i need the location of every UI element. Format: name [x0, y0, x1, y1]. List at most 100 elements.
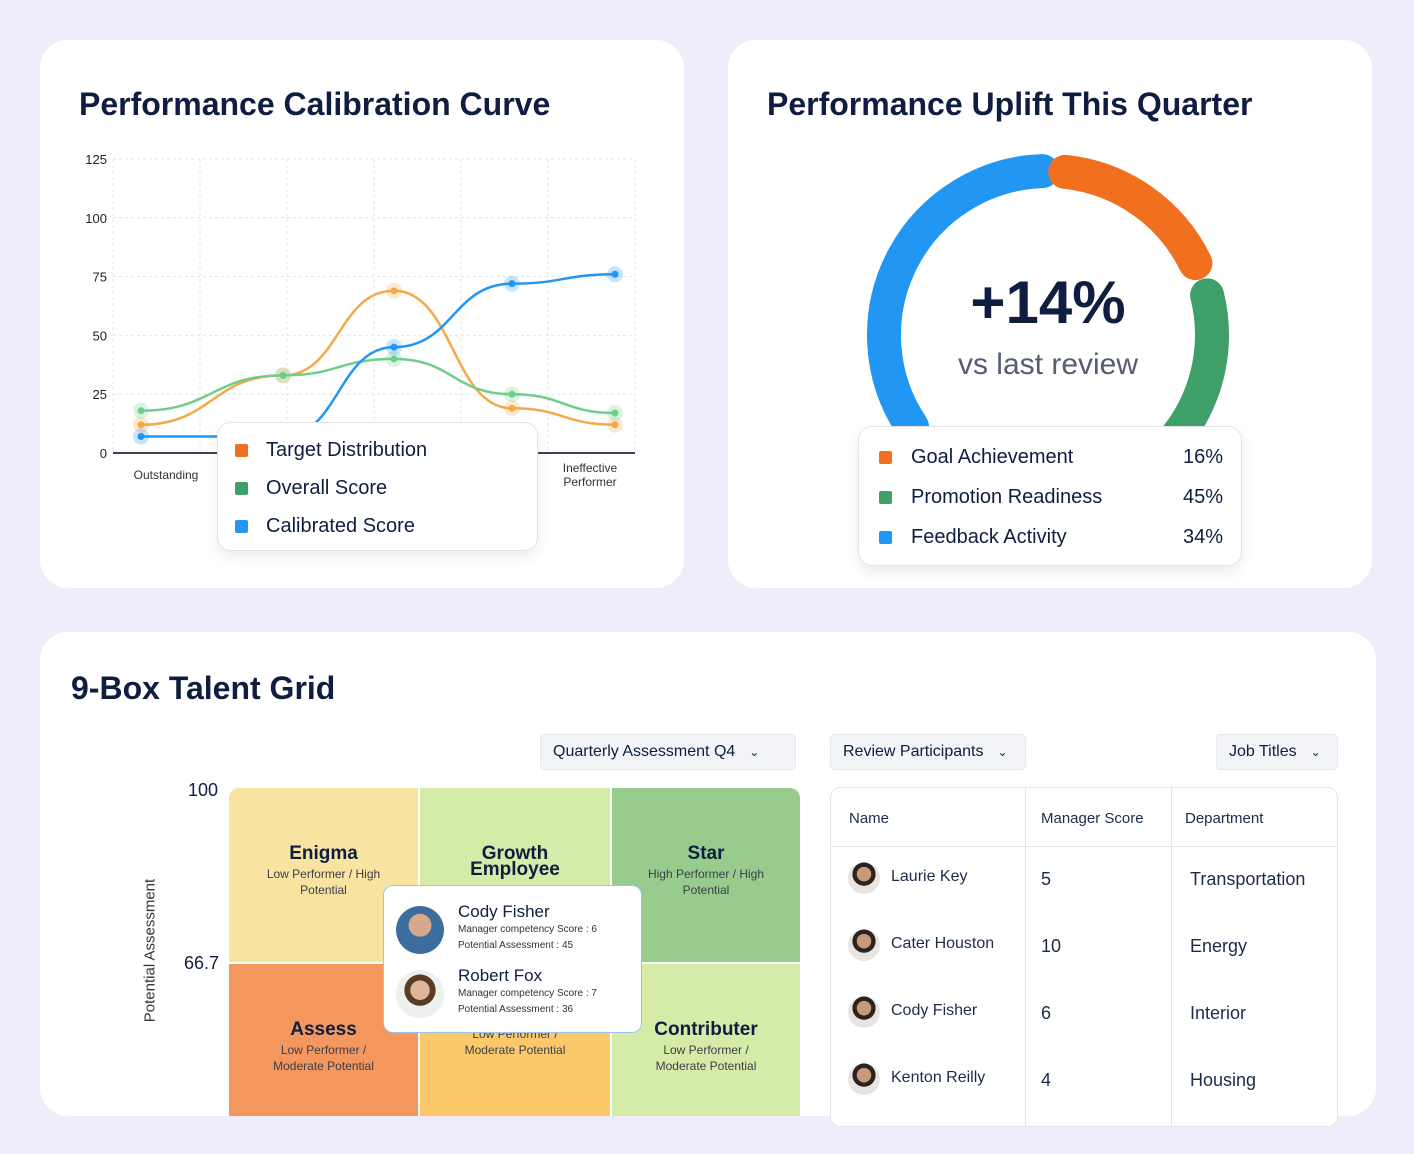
cell-title: Enigma	[289, 843, 358, 864]
series-line	[140, 289, 616, 427]
avatar	[848, 862, 880, 894]
data-point[interactable]	[508, 390, 516, 398]
data-point[interactable]	[611, 421, 619, 429]
data-point[interactable]	[137, 433, 145, 441]
avatar	[848, 996, 880, 1028]
legend-swatch-calibrated	[235, 520, 248, 533]
department: Transportation	[1190, 869, 1306, 889]
dropdown-label: Review Participants	[843, 743, 984, 760]
series-line	[140, 357, 616, 415]
y-tick-label: 50	[93, 328, 107, 343]
avatar	[848, 929, 880, 961]
uplift-legend: Goal Achievement 16% Promotion Readiness…	[858, 426, 1242, 566]
tooltip-name: Robert Fox	[458, 966, 543, 985]
manager-score: 4	[1041, 1070, 1052, 1090]
divider	[831, 846, 1337, 847]
data-point[interactable]	[279, 371, 287, 379]
y-tick-label: 25	[93, 387, 107, 402]
legend-value: 45%	[1182, 486, 1223, 508]
legend-swatch-promotion	[879, 491, 892, 504]
uplift-title: Performance Uplift This Quarter	[767, 86, 1253, 122]
tooltip-potential: Potential Assessment : 45	[458, 940, 574, 951]
employee-tooltip: Cody Fisher Manager competency Score : 6…	[383, 885, 642, 1033]
uplift-subtitle: vs last review	[957, 348, 1139, 381]
uplift-value: +14%	[970, 269, 1126, 336]
cell-desc: Low Performer / High Potential	[266, 867, 381, 897]
tooltip-score: Manager competency Score : 7	[458, 988, 597, 999]
calibration-chart: 0 25 50 75 100 125 Outstanding IneffectivePerfo…	[85, 152, 636, 489]
department: Housing	[1190, 1070, 1257, 1090]
column-header[interactable]: Department	[1185, 810, 1264, 827]
divider	[1171, 788, 1172, 1126]
tooltip-name: Cody Fisher	[458, 902, 550, 921]
legend-swatch-goal	[879, 451, 892, 464]
y-tick-label: 125	[85, 152, 107, 167]
participants-dropdown[interactable]: Review Participants ⌄	[830, 734, 1026, 770]
dropdown-label: Quarterly Assessment Q4	[553, 743, 736, 760]
department: Interior	[1190, 1003, 1247, 1023]
chevron-down-icon: ⌄	[997, 745, 1008, 759]
legend-label: Target Distribution	[266, 439, 428, 461]
tooltip-score: Manager competency Score : 6	[458, 924, 597, 935]
legend-value: 34%	[1182, 526, 1223, 548]
legend-swatch-overall	[235, 482, 248, 495]
chevron-down-icon: ⌄	[749, 745, 760, 759]
tooltip-potential: Potential Assessment : 36	[458, 1004, 574, 1015]
data-point[interactable]	[508, 280, 516, 288]
calibration-title: Performance Calibration Curve	[79, 86, 551, 122]
x-tick-label: Outstanding	[134, 468, 199, 482]
department: Energy	[1190, 936, 1248, 956]
column-header[interactable]: Manager Score	[1041, 810, 1144, 827]
legend-label: Feedback Activity	[911, 526, 1067, 548]
x-tick-label: Ineffective	[563, 461, 618, 475]
legend-label: Goal Achievement	[911, 446, 1074, 468]
dropdown-label: Job Titles	[1229, 743, 1297, 760]
data-point[interactable]	[137, 407, 145, 415]
cell-title: Assess	[290, 1019, 357, 1040]
legend-label: Promotion Readiness	[911, 486, 1103, 508]
data-point[interactable]	[390, 343, 398, 351]
y-tick: 100	[188, 780, 219, 800]
manager-score: 10	[1041, 936, 1062, 956]
divider	[1025, 788, 1026, 1126]
data-point[interactable]	[137, 421, 145, 429]
legend-label: Overall Score	[266, 477, 388, 499]
participant-name: Kenton Reilly	[891, 1069, 986, 1086]
participants-table: Name Manager Score Department Laurie Key…	[830, 787, 1338, 1127]
data-point[interactable]	[508, 404, 516, 412]
talent-grid-title: 9-Box Talent Grid	[71, 670, 336, 706]
legend-swatch-target	[235, 444, 248, 457]
participant-name: Cody Fisher	[891, 1002, 978, 1019]
cell-title: Contributer	[654, 1019, 758, 1040]
chart-legend: Target Distribution Overall Score Calibr…	[217, 422, 538, 551]
y-axis-label: Potential Assessment	[141, 878, 159, 1023]
manager-score: 6	[1041, 1003, 1052, 1023]
x-tick-label: Performer	[563, 475, 616, 489]
grid-cell[interactable]: Star High Performer / High Potential	[612, 788, 800, 962]
manager-score: 5	[1041, 869, 1052, 889]
job-titles-dropdown[interactable]: Job Titles ⌄	[1216, 734, 1338, 770]
participant-name: Cater Houston	[891, 935, 995, 952]
donut-segment-feedback[interactable]	[867, 154, 1060, 444]
cell-desc: Low Performer / Moderate Potential	[655, 1043, 757, 1073]
legend-label: Calibrated Score	[266, 515, 415, 537]
legend-value: 16%	[1182, 446, 1223, 468]
y-tick-label: 100	[85, 211, 107, 226]
cell-title: Star	[687, 843, 725, 864]
chevron-down-icon: ⌄	[1310, 745, 1321, 759]
data-point[interactable]	[611, 409, 619, 417]
column-header[interactable]: Name	[849, 810, 890, 827]
y-tick: 66.7	[184, 953, 220, 973]
avatar	[396, 970, 444, 1018]
avatar	[396, 906, 444, 954]
y-tick-label: 75	[93, 270, 107, 285]
avatar	[848, 1063, 880, 1095]
data-point[interactable]	[611, 270, 619, 278]
donut-segment-goal[interactable]	[1048, 154, 1213, 281]
data-point[interactable]	[390, 355, 398, 363]
cell-desc: Low Performer / Moderate Potential	[273, 1043, 374, 1073]
grid-cell[interactable]: Contributer Low Performer / Moderate Pote…	[612, 964, 800, 1116]
legend-swatch-feedback	[879, 531, 892, 544]
assessment-dropdown[interactable]: Quarterly Assessment Q4 ⌄	[540, 734, 796, 770]
data-point[interactable]	[390, 287, 398, 295]
